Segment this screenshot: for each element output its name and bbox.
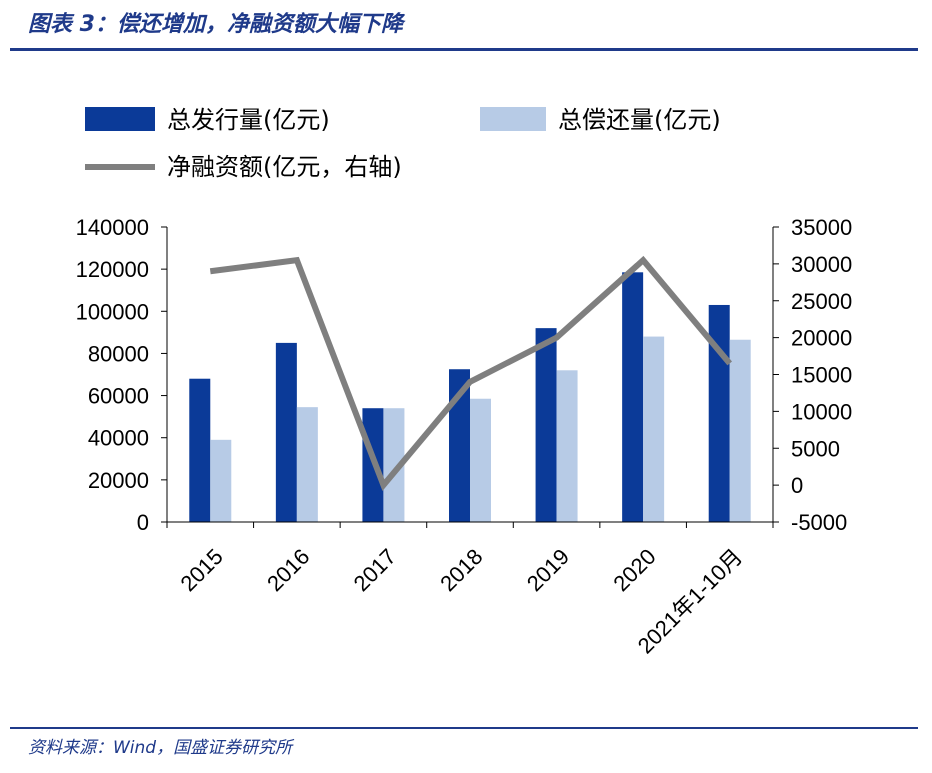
issuance-bar <box>535 328 557 522</box>
legend-swatch-issuance <box>85 107 155 131</box>
y-left-tick-label: 80000 <box>88 341 149 366</box>
y-right-tick-label: 35000 <box>791 215 852 240</box>
source-rule <box>10 727 918 729</box>
legend-label-issuance: 总发行量(亿元) <box>167 106 330 134</box>
repayment-bar <box>470 398 491 522</box>
y-right-tick-label: 20000 <box>791 326 852 351</box>
y-left-tick-label: 100000 <box>76 299 149 324</box>
y-right-tick-label: 10000 <box>791 399 852 424</box>
repayment-bar <box>383 408 405 522</box>
y-right-tick-label: 15000 <box>791 363 852 388</box>
repayment-bar <box>643 336 665 522</box>
y-right-tick-label: 5000 <box>791 436 840 461</box>
title-rule <box>10 48 918 51</box>
legend-swatch-repayment <box>480 107 546 131</box>
y-left-tick-label: 0 <box>137 510 149 535</box>
y-left-tick-label: 140000 <box>76 215 149 240</box>
y-left-tick-label: 40000 <box>88 426 149 451</box>
figure-title: 图表 3：偿还增加，净融资额大幅下降 <box>28 12 403 37</box>
y-right-tick-label: 25000 <box>791 289 852 314</box>
y-left-tick-label: 20000 <box>88 468 149 493</box>
y-left-tick-label: 60000 <box>88 384 149 409</box>
x-tick-label: 2016 <box>262 544 314 596</box>
issuance-bar <box>189 378 211 522</box>
y-right-tick-label: 0 <box>791 473 803 498</box>
y-left-tick-label: 120000 <box>76 257 149 282</box>
issuance-bar <box>449 369 470 522</box>
legend-label-net: 净融资额(亿元，右轴) <box>167 153 402 181</box>
repayment-bar <box>556 370 578 522</box>
y-right-tick-label: 30000 <box>791 252 852 277</box>
source-note: 资料来源：Wind，国盛证券研究所 <box>28 738 293 758</box>
repayment-bar <box>210 439 232 522</box>
x-tick-label: 2017 <box>349 544 401 596</box>
issuance-bar <box>275 342 297 522</box>
x-tick-label: 2020 <box>608 544 660 596</box>
repayment-bar <box>729 339 751 522</box>
x-tick-label: 2018 <box>435 544 487 596</box>
issuance-bar <box>622 272 644 522</box>
repayment-bar <box>296 407 318 522</box>
x-tick-label: 2019 <box>522 544 574 596</box>
y-right-tick-label: -5000 <box>791 510 847 535</box>
legend-label-repayment: 总偿还量(亿元) <box>558 106 721 134</box>
x-tick-label: 2015 <box>176 544 228 596</box>
